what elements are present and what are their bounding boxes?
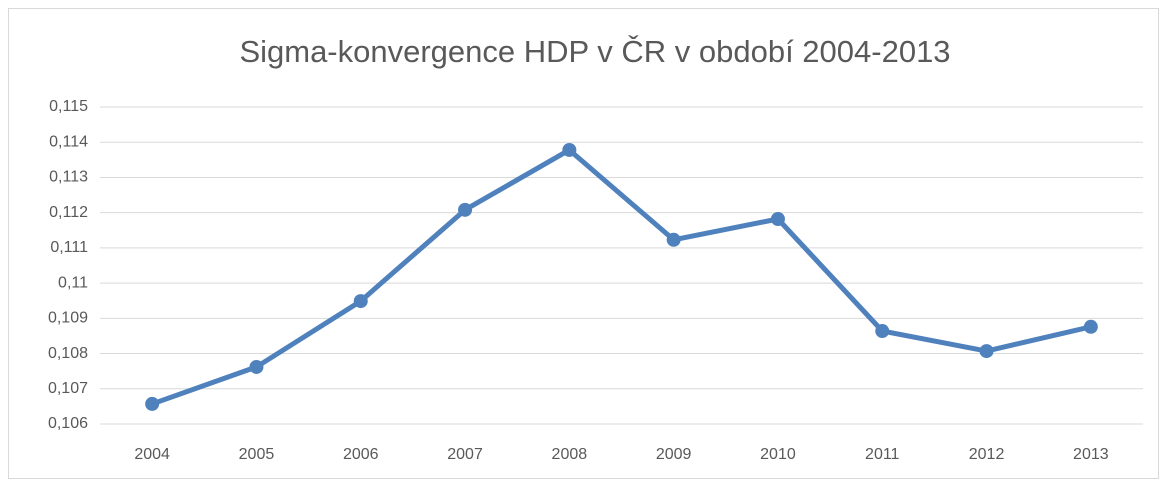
data-point bbox=[562, 142, 577, 157]
y-tick-label: 0,114 bbox=[49, 133, 88, 150]
x-tick-label: 2008 bbox=[552, 446, 588, 463]
y-tick-label: 0,112 bbox=[49, 204, 88, 221]
y-tick-label: 0,107 bbox=[48, 380, 88, 397]
data-point bbox=[458, 202, 473, 217]
data-line bbox=[151, 147, 1092, 407]
chart-border bbox=[8, 8, 1159, 479]
data-point bbox=[875, 324, 890, 339]
x-tick-label: 2004 bbox=[134, 446, 170, 463]
y-tick-label: 0,111 bbox=[50, 239, 88, 256]
data-point bbox=[145, 396, 160, 411]
y-tick-label: 0,11 bbox=[58, 274, 88, 291]
x-tick-label: 2007 bbox=[447, 446, 483, 463]
y-tick-label: 0,108 bbox=[48, 345, 88, 362]
data-point bbox=[666, 232, 681, 247]
data-point bbox=[249, 359, 264, 374]
x-tick-label: 2009 bbox=[656, 446, 692, 463]
x-tick-label: 2006 bbox=[343, 446, 379, 463]
data-point bbox=[770, 212, 785, 227]
data-point bbox=[353, 294, 368, 309]
y-tick-label: 0,115 bbox=[49, 98, 88, 115]
y-tick-label: 0,109 bbox=[48, 310, 88, 327]
y-tick-label: 0,113 bbox=[49, 169, 88, 186]
chart-title: Sigma-konvergence HDP v ČR v období 2004… bbox=[239, 34, 950, 69]
y-tick-label: 0,106 bbox=[48, 415, 88, 432]
x-tick-label: 2013 bbox=[1073, 446, 1109, 463]
x-tick-label: 2010 bbox=[760, 446, 796, 463]
x-tick-label: 2005 bbox=[239, 446, 275, 463]
x-tick-label: 2011 bbox=[865, 446, 900, 463]
x-tick-label: 2012 bbox=[969, 446, 1005, 463]
data-point bbox=[979, 344, 994, 359]
data-point bbox=[1083, 319, 1098, 334]
